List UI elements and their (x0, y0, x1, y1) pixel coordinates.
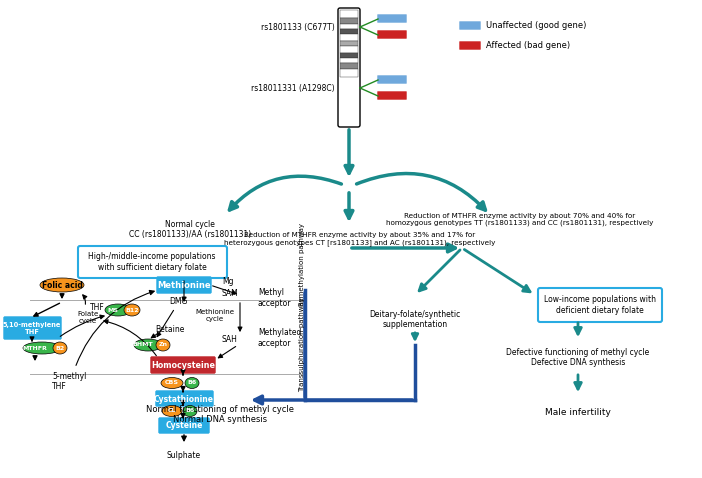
Text: Male infertility: Male infertility (545, 408, 611, 417)
Text: Reduction of MTHFR enzyme activity by about 70% and 40% for
homozygous genotypes: Reduction of MTHFR enzyme activity by ab… (386, 213, 654, 227)
Text: rs18011331 (A1298C): rs18011331 (A1298C) (251, 84, 335, 93)
Text: Folate
cycle: Folate cycle (77, 312, 98, 325)
Text: Normal functioning of methyl cycle
Normal DNA synthesis: Normal functioning of methyl cycle Norma… (146, 405, 294, 424)
Ellipse shape (162, 405, 182, 416)
Text: Homocysteine: Homocysteine (151, 360, 215, 369)
Text: Low-income populations with
deficient dietary folate: Low-income populations with deficient di… (544, 295, 656, 315)
FancyBboxPatch shape (378, 91, 406, 99)
Text: Normal cycle
CC (rs1801133)/AA (rs1801131): Normal cycle CC (rs1801133)/AA (rs180113… (129, 220, 251, 239)
Ellipse shape (161, 378, 183, 389)
Bar (340, 18, 358, 24)
Text: Folic acid: Folic acid (41, 281, 82, 290)
Ellipse shape (185, 378, 199, 389)
Ellipse shape (183, 405, 197, 416)
Text: MTHFR: MTHFR (22, 346, 48, 350)
Ellipse shape (134, 339, 162, 351)
Text: Transsulphuration pathway: Transsulphuration pathway (299, 298, 305, 392)
Text: Unaffected (good gene): Unaffected (good gene) (486, 21, 586, 30)
Ellipse shape (156, 339, 170, 351)
Text: 5-methyl
THF: 5-methyl THF (52, 372, 86, 391)
Text: High-/middle-income populations
with sufficient dietary folate: High-/middle-income populations with suf… (88, 252, 216, 272)
Text: THF: THF (90, 303, 105, 312)
FancyBboxPatch shape (378, 14, 406, 22)
Ellipse shape (124, 304, 140, 316)
FancyBboxPatch shape (378, 76, 406, 84)
FancyBboxPatch shape (159, 417, 209, 434)
Bar (340, 53, 358, 58)
Text: CL: CL (168, 409, 176, 413)
Text: Remethylation pathway: Remethylation pathway (299, 224, 305, 306)
Ellipse shape (23, 342, 61, 354)
Text: MS: MS (107, 307, 119, 313)
Text: SAH: SAH (222, 336, 238, 345)
Ellipse shape (105, 304, 131, 316)
Bar (340, 41, 358, 46)
Bar (340, 29, 358, 34)
Text: Deitary-folate/synthetic
supplementation: Deitary-folate/synthetic supplementation (369, 310, 461, 329)
Text: B6: B6 (187, 380, 197, 385)
Ellipse shape (53, 342, 67, 354)
Text: Zn: Zn (159, 343, 168, 348)
Text: CBS: CBS (165, 380, 179, 385)
Text: Methionine
cycle: Methionine cycle (195, 308, 234, 322)
FancyBboxPatch shape (157, 276, 211, 293)
Text: Methionine: Methionine (157, 281, 211, 290)
Text: Methylated
acceptor: Methylated acceptor (258, 328, 301, 348)
FancyBboxPatch shape (460, 42, 480, 50)
Text: B12: B12 (125, 307, 139, 313)
FancyBboxPatch shape (460, 22, 480, 30)
Text: B6: B6 (185, 409, 194, 413)
Text: Betaine: Betaine (155, 326, 185, 335)
Text: Reduction of MTHFR enzyme activity by about 35% and 17% for
heterozygous genotyp: Reduction of MTHFR enzyme activity by ab… (225, 232, 496, 246)
Text: 5,10-methylene
THF: 5,10-methylene THF (3, 322, 61, 335)
FancyBboxPatch shape (4, 316, 62, 339)
Text: Affected (bad gene): Affected (bad gene) (486, 41, 570, 50)
Text: Methyl
acceptor: Methyl acceptor (258, 288, 291, 308)
Text: DMG: DMG (168, 297, 187, 306)
Bar (340, 10, 358, 18)
Text: Mg: Mg (222, 278, 234, 286)
Bar (340, 69, 358, 77)
FancyBboxPatch shape (156, 391, 213, 406)
Bar (340, 46, 358, 53)
Bar (340, 58, 358, 63)
Text: Sulphate: Sulphate (167, 451, 201, 460)
FancyBboxPatch shape (78, 246, 227, 278)
Text: rs1801133 (C677T): rs1801133 (C677T) (261, 22, 335, 32)
Text: Cystathionine: Cystathionine (154, 394, 214, 403)
Text: Defective functioning of methyl cycle
Defective DNA synthesis: Defective functioning of methyl cycle De… (506, 348, 649, 368)
Text: SAM: SAM (222, 290, 239, 298)
FancyBboxPatch shape (150, 357, 216, 373)
FancyBboxPatch shape (538, 288, 662, 322)
Bar (340, 34, 358, 41)
Text: BHMT: BHMT (133, 343, 153, 348)
Bar (340, 63, 358, 69)
Ellipse shape (40, 278, 84, 292)
FancyBboxPatch shape (378, 31, 406, 39)
Bar (340, 24, 358, 29)
Text: Cysteine: Cysteine (165, 422, 203, 431)
Text: B2: B2 (55, 346, 65, 350)
